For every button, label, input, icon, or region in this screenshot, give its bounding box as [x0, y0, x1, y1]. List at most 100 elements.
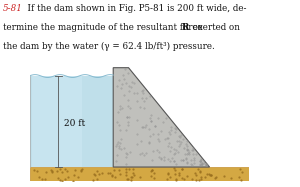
- Point: [166, 172, 171, 175]
- Point: [196, 168, 201, 171]
- Point: [176, 174, 181, 177]
- Point: [132, 173, 137, 176]
- Point: [173, 178, 178, 181]
- Text: exerted on: exerted on: [190, 23, 241, 32]
- Point: [118, 173, 122, 176]
- Point: [179, 167, 184, 170]
- Point: [117, 168, 122, 171]
- Point: [131, 168, 136, 171]
- Point: [130, 172, 135, 175]
- Text: If the dam shown in Fig. P5-81 is 200 ft wide, de-: If the dam shown in Fig. P5-81 is 200 ft…: [22, 4, 247, 13]
- Point: [72, 173, 76, 176]
- Point: [62, 168, 67, 171]
- Point: [185, 175, 190, 178]
- Point: [127, 168, 131, 171]
- Point: [173, 178, 178, 181]
- Point: [172, 167, 177, 170]
- Polygon shape: [113, 68, 210, 167]
- Point: [197, 171, 202, 174]
- Point: [239, 170, 244, 173]
- Point: [165, 171, 170, 174]
- Point: [124, 171, 129, 174]
- Point: [92, 173, 97, 176]
- Point: [95, 169, 100, 172]
- Point: [54, 170, 59, 173]
- Point: [36, 175, 41, 178]
- Point: [237, 168, 242, 171]
- Text: R: R: [182, 23, 189, 32]
- Point: [73, 169, 77, 172]
- Point: [63, 178, 68, 181]
- Point: [213, 176, 218, 179]
- Point: [57, 178, 62, 181]
- Point: [109, 175, 114, 178]
- Point: [90, 179, 95, 182]
- Point: [64, 170, 69, 173]
- Point: [70, 179, 75, 182]
- Point: [205, 173, 209, 176]
- Point: [110, 174, 114, 177]
- Point: [198, 170, 203, 173]
- Point: [58, 167, 62, 170]
- Text: 20 ft: 20 ft: [64, 119, 85, 128]
- Point: [97, 172, 102, 175]
- Point: [35, 170, 40, 173]
- Point: [152, 171, 157, 174]
- Point: [179, 176, 184, 179]
- Point: [214, 176, 219, 179]
- Point: [76, 176, 81, 179]
- Text: termine the magnitude of the resultant force: termine the magnitude of the resultant f…: [3, 23, 205, 32]
- Point: [181, 178, 186, 181]
- Point: [113, 175, 118, 178]
- Point: [79, 168, 83, 171]
- Point: [112, 169, 116, 172]
- Point: [202, 176, 207, 179]
- Point: [39, 177, 44, 180]
- Bar: [32, 76, 82, 167]
- Point: [80, 168, 85, 171]
- Point: [124, 167, 128, 170]
- Point: [193, 172, 197, 175]
- Point: [49, 168, 53, 171]
- Point: [42, 177, 47, 180]
- Point: [199, 176, 203, 179]
- Point: [193, 174, 198, 177]
- Point: [100, 172, 104, 175]
- Point: [172, 168, 177, 171]
- Point: [60, 179, 64, 182]
- Point: [148, 175, 153, 178]
- Point: [168, 175, 173, 178]
- Point: [238, 178, 243, 181]
- Point: [50, 169, 55, 172]
- Point: [94, 177, 99, 180]
- Point: [208, 173, 213, 176]
- Point: [66, 175, 70, 178]
- Point: [176, 172, 181, 175]
- Point: [125, 178, 130, 181]
- Point: [32, 168, 36, 171]
- Point: [208, 173, 213, 176]
- Text: 5-81: 5-81: [3, 4, 23, 13]
- Point: [130, 175, 135, 178]
- Point: [44, 170, 48, 173]
- Text: the dam by the water (γ = 62.4 lb/ft³) pressure.: the dam by the water (γ = 62.4 lb/ft³) p…: [3, 42, 215, 51]
- Point: [172, 172, 177, 175]
- Point: [107, 172, 112, 175]
- Point: [129, 178, 134, 181]
- Point: [125, 177, 130, 180]
- Point: [229, 177, 233, 180]
- Point: [106, 171, 111, 174]
- Point: [194, 179, 199, 182]
- Point: [149, 168, 154, 171]
- Point: [190, 177, 194, 180]
- Point: [236, 175, 241, 178]
- Point: [207, 174, 212, 177]
- Point: [199, 177, 203, 180]
- Point: [60, 170, 64, 173]
- Point: [165, 177, 170, 180]
- Point: [49, 171, 54, 174]
- Point: [197, 179, 202, 182]
- Point: [55, 177, 60, 180]
- Point: [221, 174, 226, 177]
- Point: [149, 170, 154, 173]
